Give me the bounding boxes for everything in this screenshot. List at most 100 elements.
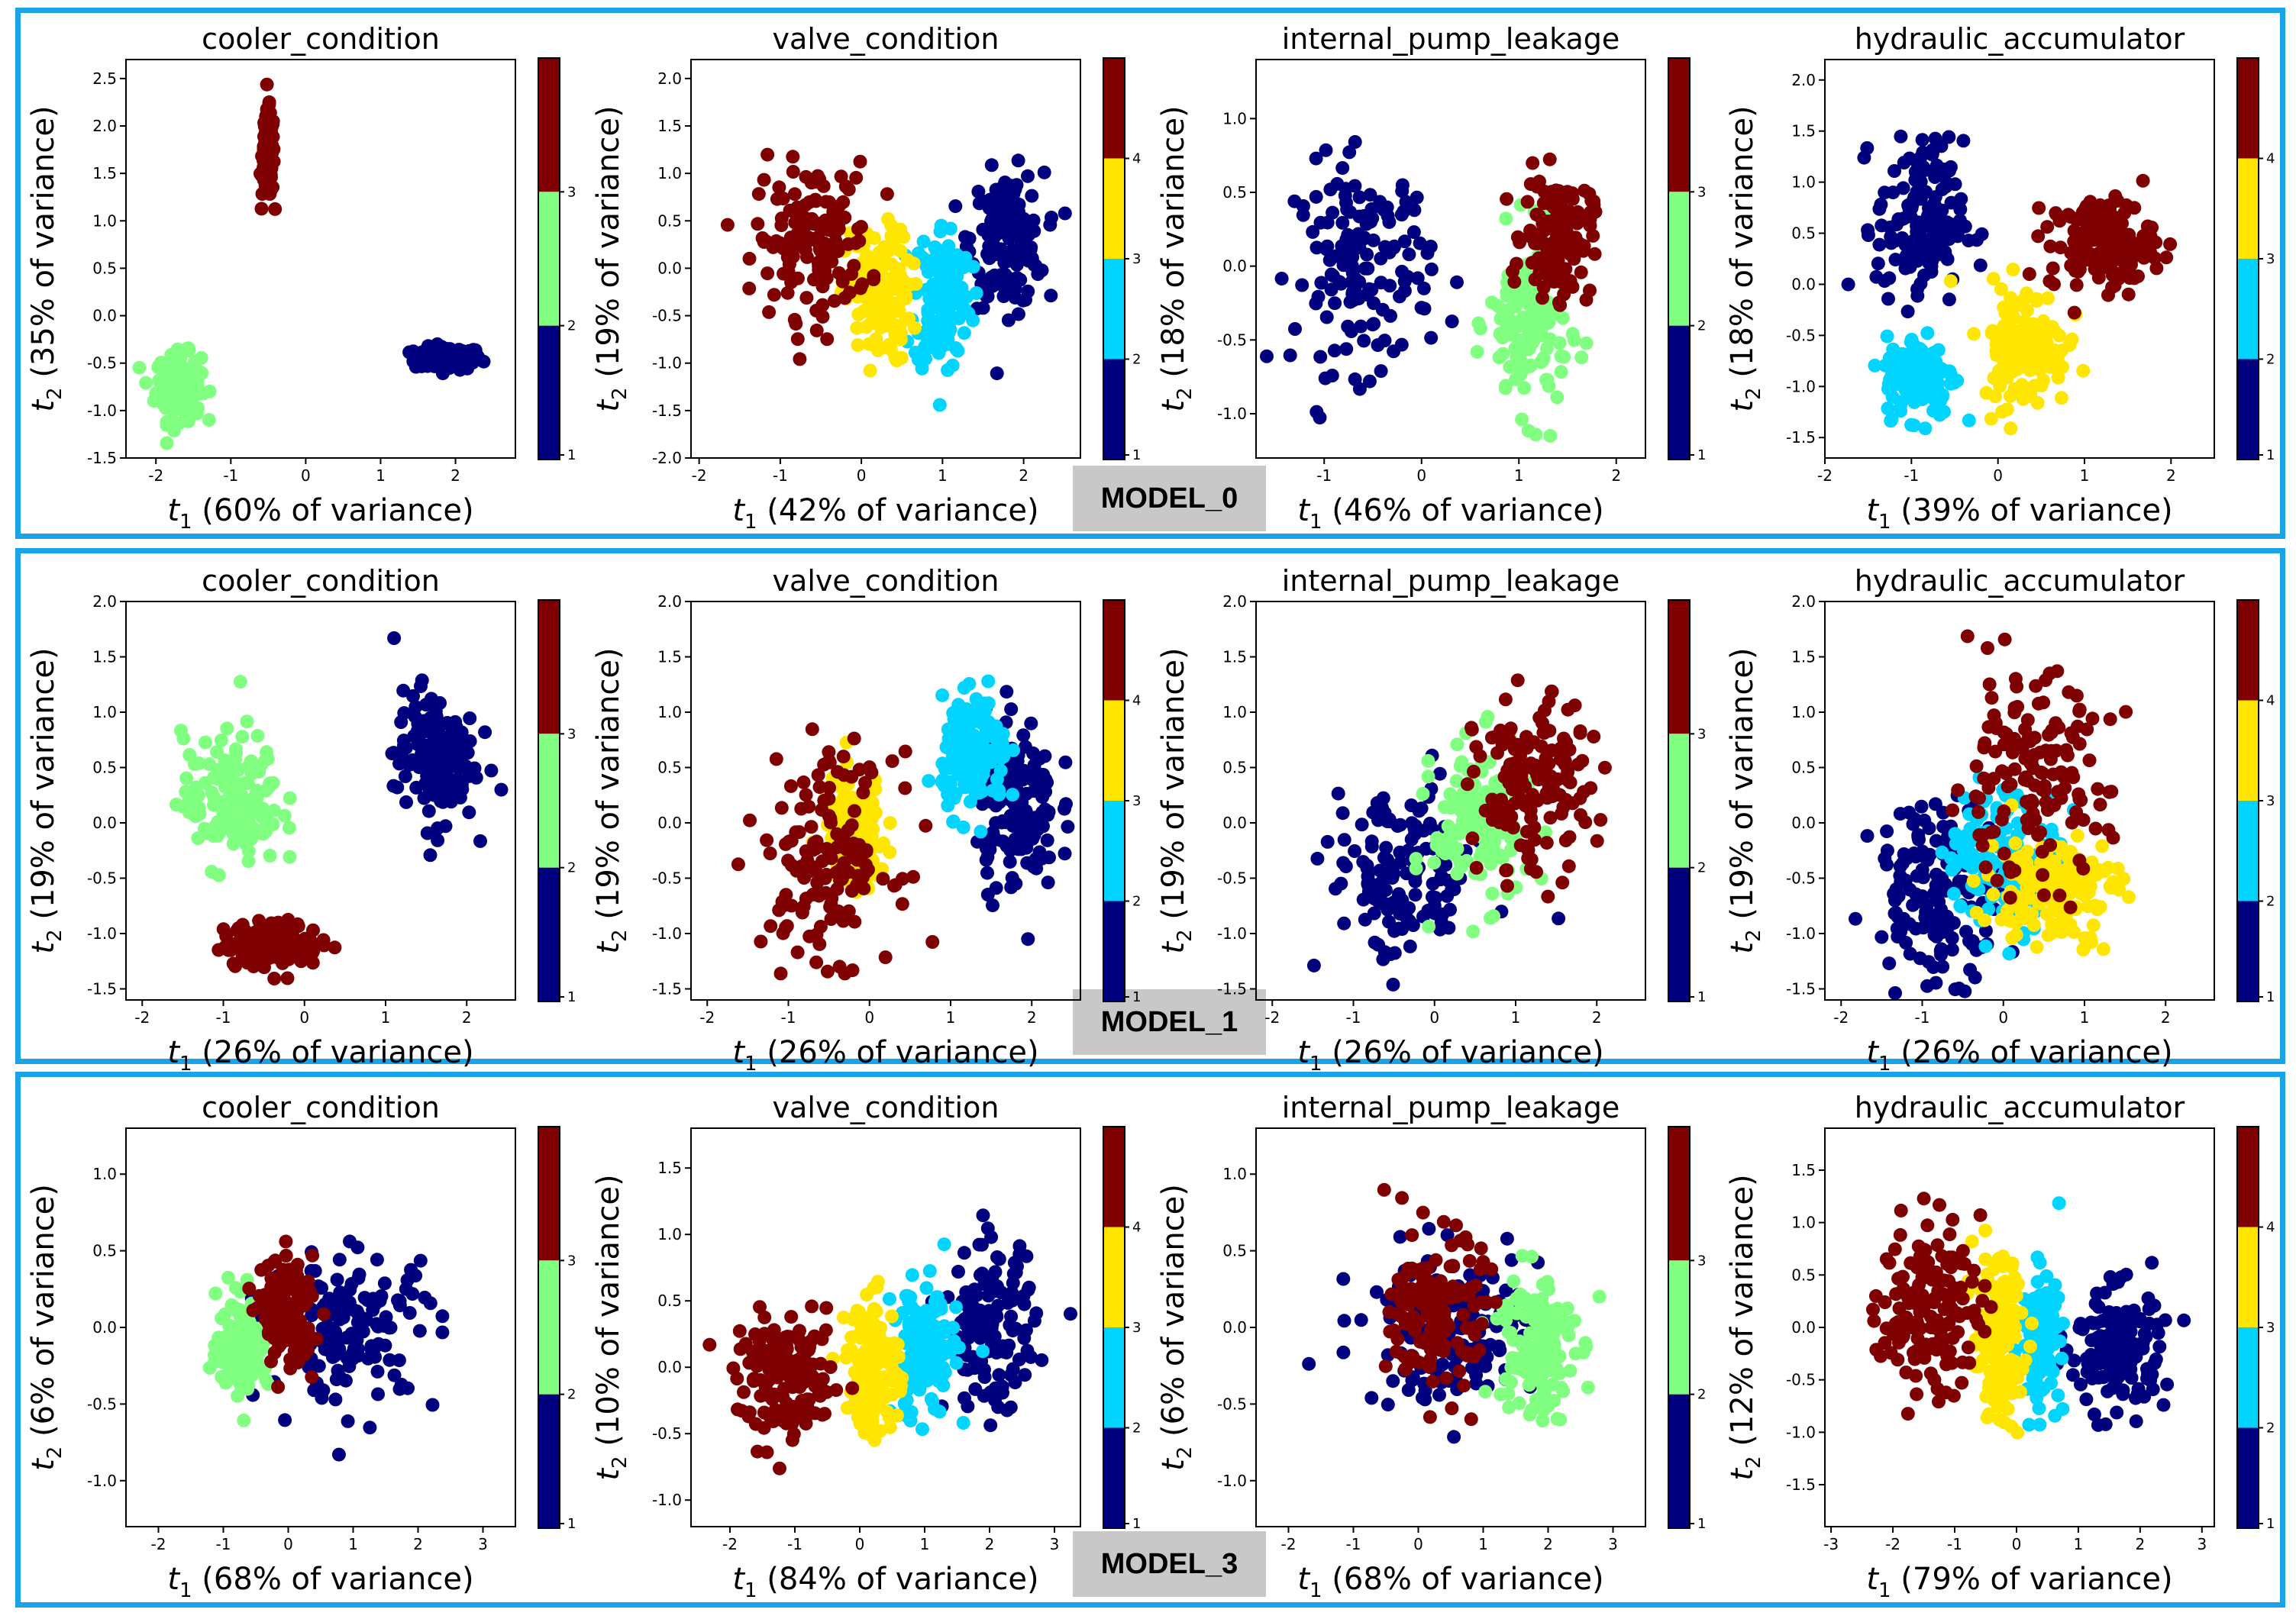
y-tick-label: -1.0 [87, 924, 117, 943]
scatter-point [2088, 821, 2103, 836]
colorbar-tick-label: 2 [567, 860, 576, 876]
scatter-point [210, 745, 224, 760]
scatter-point [223, 793, 237, 808]
x-tick-label: 0 [857, 466, 867, 485]
scatter-point [1348, 135, 1362, 149]
scatter-point [1381, 209, 1395, 223]
scatter-point [289, 1301, 304, 1315]
scatter-point [1390, 896, 1405, 911]
scatter-point [1367, 906, 1381, 921]
scatter-point [1500, 192, 1514, 206]
scatter-point [720, 218, 735, 232]
scatter-point [1953, 898, 1968, 913]
scatter-point [234, 789, 249, 804]
scatter-point [1584, 781, 1598, 795]
scatter-point [742, 281, 757, 295]
scatter-point [1574, 265, 1588, 279]
scatter-point [357, 1291, 372, 1305]
scatter-point [2044, 725, 2059, 740]
scatter-point [1579, 336, 1594, 350]
scatter-point [1986, 887, 2001, 901]
scatter-point [2062, 338, 2077, 353]
scatter-point [2076, 862, 2091, 876]
y-tick-label: 0.5 [657, 211, 682, 230]
colorbar-tick-label: 3 [1132, 251, 1141, 267]
scatter-point [1036, 819, 1050, 834]
scatter-point [1009, 766, 1024, 781]
scatter-point [1946, 916, 1961, 930]
scatter-point [1573, 724, 1587, 738]
scatter-point [397, 706, 412, 721]
scatter-point [1339, 232, 1354, 247]
scatter-point [815, 309, 830, 324]
y-tick-label: 1.0 [1791, 173, 1816, 192]
scatter-point [1348, 844, 1362, 858]
scatter-point [980, 866, 994, 880]
chart-title: cooler_condition [202, 22, 440, 56]
scatter-point [1507, 742, 1522, 756]
scatter-point [1514, 768, 1529, 782]
scatter-point [1016, 293, 1030, 308]
y-tick-label: 1.5 [657, 117, 682, 135]
scatter-point [919, 259, 934, 273]
scatter-point [396, 734, 411, 748]
scatter-point [984, 158, 999, 173]
scatter-point [2004, 777, 2018, 792]
colorbar-tick-label: 3 [2266, 251, 2275, 267]
scatter-point [760, 147, 775, 162]
scatter-point [1910, 219, 1924, 234]
scatter-point [1849, 911, 1862, 926]
scatter-point [1882, 956, 1897, 971]
scatter-point [1523, 293, 1538, 308]
scatter-point [1021, 932, 1035, 947]
scatter-point [868, 308, 883, 321]
scatter-point [1001, 313, 1016, 327]
scatter-point [969, 286, 983, 300]
scatter-point [2028, 812, 2043, 827]
colorbar-tick-label: 2 [2266, 352, 2275, 368]
scatter-point [1988, 744, 2003, 759]
scatter-point [262, 120, 276, 134]
scatter-point [988, 731, 1003, 745]
y-tick-label: -0.5 [652, 307, 682, 325]
scatter-point [1406, 225, 1421, 240]
scatter-point [263, 849, 277, 863]
scatter-point [473, 834, 487, 848]
scatter-point [262, 182, 276, 197]
scatter-point [402, 758, 416, 772]
scatter-point [790, 332, 805, 347]
scatter-point [1427, 856, 1442, 870]
scatter-point [259, 819, 273, 834]
scatter-point [304, 1263, 318, 1278]
y-tick-label: 1.0 [92, 703, 117, 721]
scatter-point [306, 923, 320, 937]
colorbar-frame [538, 57, 560, 460]
scatter-points [1260, 135, 1603, 443]
scatter-point [1343, 205, 1358, 219]
scatter-point [1009, 178, 1024, 192]
scatter-point [344, 1277, 359, 1291]
scatter-point [754, 934, 768, 949]
scatter-point [238, 938, 252, 953]
scatter-point [1006, 788, 1020, 802]
scatter-point [894, 350, 909, 365]
scatter-point [406, 689, 420, 703]
scatter-point [2046, 356, 2060, 371]
scatter-point [2076, 943, 2091, 956]
scatter-point [994, 815, 1009, 830]
scatter-point [802, 799, 816, 814]
scatter-point [1913, 150, 1928, 165]
scatter-point [2117, 872, 2131, 886]
scatter-point [1984, 691, 1999, 705]
scatter-point [414, 679, 428, 693]
scatter-point [2004, 421, 2018, 436]
scatter-point [878, 950, 893, 965]
scatter-point [812, 937, 827, 951]
scatter-point [241, 1334, 255, 1349]
scatter-point [884, 218, 899, 233]
scatter-point [1886, 342, 1900, 356]
scatter-point [854, 220, 868, 234]
scatter-point [1555, 876, 1570, 890]
scatter-point [779, 837, 793, 851]
scatter-point [331, 1363, 345, 1378]
